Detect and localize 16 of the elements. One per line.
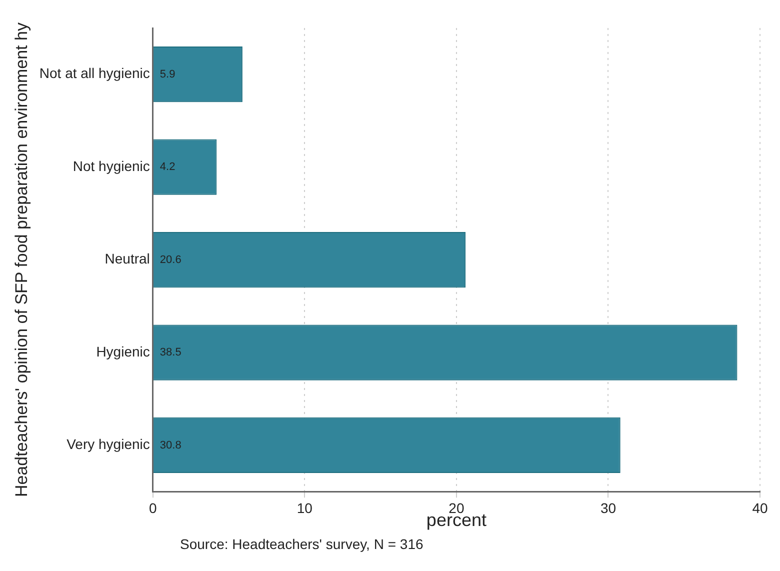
y-tick-label: Not hygienic [72,158,150,174]
y-tick-label: Very hygienic [66,436,150,452]
data-label: 38.5 [160,346,182,359]
x-tick-label: 30 [600,500,616,516]
y-axis-title: Headteachers' opinion of SFP food preparation environment hy [12,22,31,498]
source-note: Source: Headteachers' survey, N = 316 [180,536,424,552]
y-tick-label: Hygienic [96,343,150,360]
data-label: 20.6 [160,254,182,266]
data-label: 4.2 [160,161,176,174]
data-label: 30.8 [160,439,182,452]
data-label: 5.9 [160,68,176,80]
x-tick-label: 10 [296,500,313,516]
x-tick-label: 40 [752,500,768,516]
y-tick-label: Neutral [104,250,150,267]
x-tick-label: 0 [149,500,158,516]
y-tick-label: Not at all hygienic [39,65,150,82]
